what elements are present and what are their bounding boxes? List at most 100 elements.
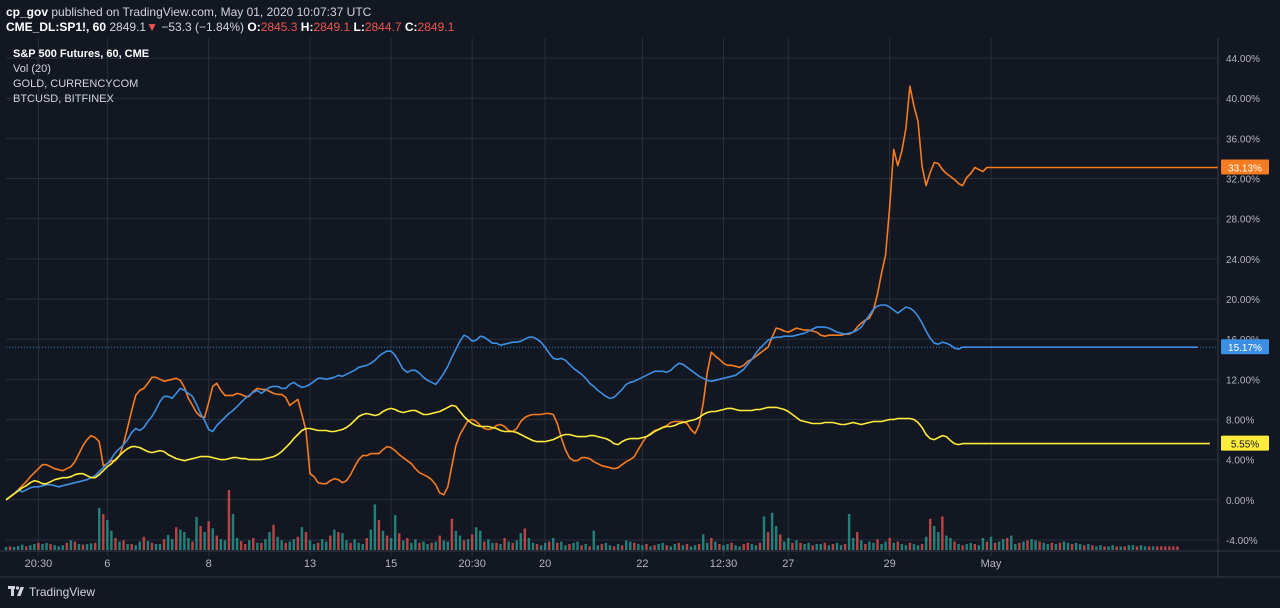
volume-bar bbox=[997, 541, 1001, 550]
volume-bar bbox=[219, 539, 223, 550]
volume-bar bbox=[860, 540, 863, 550]
volume-bar bbox=[1164, 546, 1167, 550]
volume-bar bbox=[325, 541, 328, 550]
volume-bar bbox=[1046, 544, 1049, 550]
volume-bar bbox=[953, 541, 956, 550]
volume-bar bbox=[1006, 538, 1009, 550]
volume-bar bbox=[912, 544, 916, 550]
volume-bar bbox=[815, 544, 818, 550]
volume-bar bbox=[264, 539, 267, 550]
volume-bar bbox=[847, 514, 851, 550]
volume-bar bbox=[839, 545, 843, 550]
y-tick-label: 4.00% bbox=[1226, 456, 1254, 467]
volume-bar bbox=[916, 545, 920, 550]
legend-btc[interactable]: BTCUSD, BITFINEX bbox=[13, 93, 114, 105]
volume-bar bbox=[235, 538, 239, 550]
volume-bar bbox=[385, 535, 389, 550]
volume-bar bbox=[572, 542, 575, 550]
volume-bar bbox=[754, 545, 758, 550]
close-label: C: bbox=[404, 20, 418, 34]
volume-bar bbox=[483, 541, 486, 550]
volume-bar bbox=[795, 540, 798, 550]
volume-bar bbox=[1123, 546, 1126, 550]
volume-bar bbox=[904, 545, 908, 550]
low-value: 2844.7 bbox=[364, 20, 402, 34]
y-tick-label: 8.00% bbox=[1226, 415, 1254, 426]
volume-bar bbox=[738, 546, 741, 550]
legend-volume[interactable]: Vol (20) bbox=[13, 63, 51, 75]
volume-bar bbox=[568, 544, 571, 550]
volume-bar bbox=[900, 544, 904, 550]
volume-bar bbox=[118, 541, 121, 550]
volume-bar bbox=[1014, 544, 1017, 550]
volume-bar bbox=[73, 541, 77, 550]
volume-bar bbox=[941, 516, 944, 550]
volume-bar bbox=[774, 526, 778, 550]
volume-bar bbox=[957, 544, 960, 550]
volume-bar bbox=[770, 512, 774, 550]
volume-bar bbox=[556, 542, 559, 550]
volume-bar bbox=[637, 544, 640, 550]
volume-bar bbox=[4, 547, 8, 550]
volume-bar bbox=[418, 542, 421, 550]
x-tick-label: 6 bbox=[104, 558, 110, 570]
volume-bar bbox=[462, 540, 466, 550]
volume-bar bbox=[864, 544, 867, 550]
volume-bar bbox=[803, 544, 806, 550]
symbol-label[interactable]: CME_DL:SP1!, 60 bbox=[6, 20, 107, 34]
volume-bar bbox=[296, 536, 300, 550]
volume-bar bbox=[1131, 545, 1135, 550]
volume-bar bbox=[1172, 546, 1175, 550]
volume-bar bbox=[657, 544, 660, 550]
volume-bar bbox=[256, 542, 259, 550]
volume-bar bbox=[146, 541, 150, 550]
volume-bar bbox=[734, 545, 737, 550]
volume-bar bbox=[1115, 546, 1118, 550]
last-value-tag: 33.13% bbox=[1221, 159, 1269, 175]
volume-bar bbox=[823, 542, 827, 550]
author-name[interactable]: cp_gov bbox=[6, 5, 49, 19]
volume-bar bbox=[928, 518, 932, 550]
legend-gold[interactable]: GOLD, CURRENCYCOM bbox=[13, 78, 139, 90]
axes: 44.00% 40.00% 36.00% 32.00% 28.00% 24.00% 20.0… bbox=[0, 38, 1280, 578]
volume-bar bbox=[1042, 542, 1045, 550]
volume-bar bbox=[527, 538, 531, 550]
y-tick-label: 40.00% bbox=[1226, 94, 1260, 105]
volume-bar bbox=[450, 518, 454, 550]
volume-bar bbox=[961, 545, 964, 550]
volume-bar bbox=[791, 542, 794, 550]
volume-bar bbox=[1022, 541, 1025, 550]
volume-bar bbox=[819, 544, 822, 550]
volume-bar bbox=[507, 541, 510, 550]
volume-bar bbox=[868, 541, 871, 550]
volume-bar bbox=[1135, 546, 1139, 550]
tradingview-logo[interactable]: TradingView bbox=[8, 585, 95, 599]
legend-main-series[interactable]: S&P 500 Futures, 60, CME bbox=[13, 48, 150, 60]
volume-bar bbox=[701, 534, 705, 550]
volume-bar bbox=[312, 544, 316, 550]
last-value-tag-text: 5.55% bbox=[1231, 440, 1259, 451]
volume-bar bbox=[454, 530, 458, 550]
publish-text: published on TradingView.com, May 01, 20… bbox=[51, 5, 372, 19]
volume-bar bbox=[1111, 545, 1114, 550]
volume-bar bbox=[766, 532, 770, 550]
volume-bar bbox=[937, 532, 940, 550]
volume-bar bbox=[29, 545, 32, 550]
volume-bar bbox=[535, 544, 539, 550]
volume-bar bbox=[604, 542, 608, 550]
y-tick-label: 24.00% bbox=[1226, 255, 1260, 266]
volume-bar bbox=[89, 543, 93, 550]
volume-bar bbox=[300, 527, 304, 550]
volume-bar bbox=[252, 538, 255, 550]
volume-bar bbox=[491, 542, 494, 550]
volume-bar bbox=[799, 542, 802, 550]
volume-bar bbox=[247, 540, 251, 550]
volume-bar bbox=[1074, 542, 1078, 550]
volume-bar bbox=[633, 542, 636, 550]
volume-bar bbox=[519, 533, 523, 550]
volume-bar bbox=[110, 530, 113, 550]
volume-bar bbox=[85, 544, 89, 550]
volume-bar bbox=[308, 540, 312, 550]
